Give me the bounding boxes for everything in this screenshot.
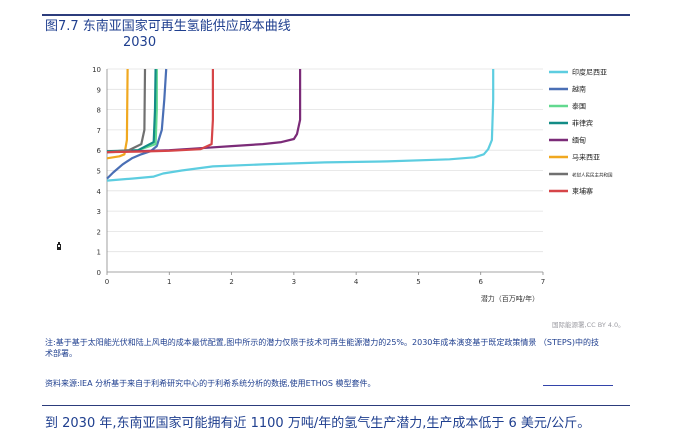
title-line-1: 图7.7 东南亚国家可再生氢能供应成本曲线 <box>45 19 291 34</box>
summary-text: 到 2030 年,东南亚国家可能拥有近 1100 万吨/年的氢气生产潜力,生产成… <box>45 416 591 431</box>
series-line <box>106 69 214 154</box>
series-line <box>106 69 495 182</box>
x-tick-label: 5 <box>416 278 420 286</box>
x-tick-label: 2 <box>229 278 233 286</box>
chart-axes <box>106 69 544 275</box>
legend-label: 缅甸 <box>572 136 586 145</box>
legend-label: 越南 <box>572 85 586 94</box>
legend-label: 老挝人民民主共和国 <box>572 172 613 179</box>
legend-label: 菲律宾 <box>572 119 593 128</box>
source-rule <box>543 385 613 386</box>
chart-source: 资料来源:IEA 分析基于来自于利希研究中心的于利希系统分析的数据,使用ETHO… <box>45 379 376 388</box>
y-tick-label: 8 <box>97 107 101 115</box>
chart-note: 注:基于基于太阳能光伏和陆上风电的成本最优配置,图中所示的潜力仅限于技术可再生能… <box>45 338 599 358</box>
legend-label: 马来西亚 <box>572 154 600 162</box>
legend-label: 泰国 <box>572 102 586 111</box>
y-tick-label: 0 <box>97 269 101 277</box>
legend-label: 柬埔寨 <box>572 187 593 196</box>
series-line <box>106 69 158 154</box>
y-tick-label: 4 <box>97 188 102 196</box>
chart-series <box>106 68 495 182</box>
legend-label: 印度尼西亚 <box>572 68 607 77</box>
chart-credit: 国际能源署,CC BY 4.0。 <box>552 321 625 329</box>
series-line <box>106 68 168 180</box>
y-tick-label: 2 <box>97 228 101 236</box>
x-tick-label: 0 <box>105 278 109 286</box>
series-line <box>106 69 302 154</box>
y-tick-label: 6 <box>97 147 102 155</box>
x-tick-label: 1 <box>167 278 171 286</box>
title-line-2: 2030 <box>123 35 157 50</box>
series-line <box>106 68 129 160</box>
page-title: 图7.7 东南亚国家可再生氢能供应成本曲线 2030 <box>45 19 291 51</box>
y-tick-label: 10 <box>92 66 101 74</box>
chart-tick-labels: 0 1 2 3 4 5 6 7 8 9 10 0 1 2 3 4 5 6 7 <box>92 66 545 286</box>
y-tick-label: 3 <box>97 208 101 216</box>
x-tick-label: 4 <box>354 278 359 286</box>
y-tick-label: 7 <box>97 127 101 135</box>
y-tick-label: 1 <box>97 249 101 257</box>
bottom-rule <box>42 405 630 406</box>
x-axis-label: 潜力（百万吨/年） <box>481 294 539 303</box>
x-tick-label: 3 <box>292 278 296 286</box>
x-tick-label: 6 <box>478 278 483 286</box>
y-tick-label: 5 <box>97 168 101 176</box>
top-rule <box>42 14 630 16</box>
x-tick-label: 7 <box>541 278 545 286</box>
series-line <box>106 68 157 153</box>
fuel-pump-icon <box>57 242 61 250</box>
y-tick-label: 9 <box>97 86 101 94</box>
chart-grid <box>107 68 543 253</box>
